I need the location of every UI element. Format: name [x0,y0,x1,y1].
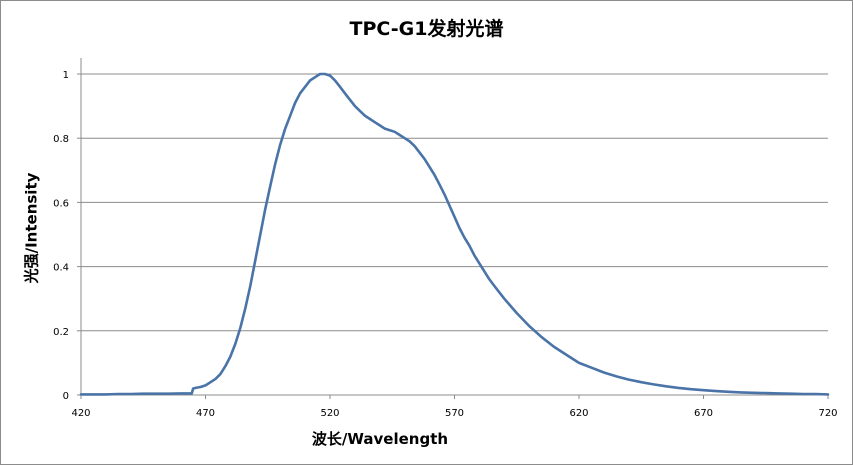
series-group [79,72,830,396]
x-tick-label: 520 [320,408,339,419]
x-tick-label: 670 [694,408,713,419]
y-tick-labels: 0 0.2 0.4 0.6 0.8 1 [53,70,69,402]
x-axis-label: 波长/Wavelength [311,430,449,448]
y-tick-label: 1 [63,70,69,81]
y-tick-label: 0.8 [53,134,69,145]
chart-title: TPC-G1发射光谱 [349,18,504,40]
gridlines [81,73,828,332]
x-tick-label: 570 [445,408,464,419]
x-tick-labels: 420 470 520 570 620 670 720 [71,408,837,419]
x-tick-label: 620 [569,408,588,419]
x-tick-label: 470 [196,408,215,419]
y-axis-label: 光强/Intensity [22,172,41,284]
axes [77,58,829,399]
y-tick-label: 0.4 [53,263,69,274]
series-line-0 [79,72,830,396]
y-tick-label: 0.6 [53,198,69,209]
y-tick-label: 0.2 [53,327,69,338]
y-tick-label: 0 [63,391,69,402]
x-tick-label: 420 [71,408,90,419]
x-tick-label: 720 [818,408,837,419]
